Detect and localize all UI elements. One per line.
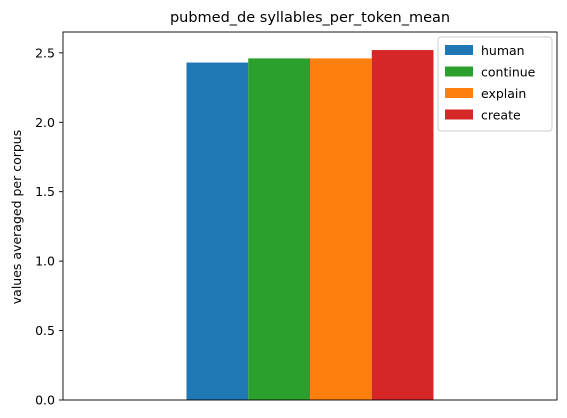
- y-tick-label: 1.5: [35, 184, 55, 199]
- legend-swatch-explain: [445, 88, 473, 98]
- y-tick-label: 1.0: [35, 254, 55, 269]
- plot-frame: [62, 31, 558, 401]
- legend-label-human: human: [481, 43, 525, 58]
- y-tick-label: 0.0: [35, 393, 55, 408]
- legend-label-continue: continue: [481, 65, 536, 80]
- bar-continue: [248, 58, 310, 400]
- legend-label-explain: explain: [481, 86, 526, 101]
- legend-swatch-create: [445, 109, 473, 120]
- legend-label-create: create: [481, 108, 521, 123]
- y-axis-ticks: 0.0 0.5 1.0 1.5 2.0 2.5: [35, 45, 63, 408]
- y-tick-label: 2.0: [35, 115, 55, 130]
- legend-swatch-continue: [445, 66, 473, 77]
- bar-explain: [310, 58, 372, 400]
- y-tick-label: 2.5: [35, 45, 55, 60]
- legend: human continue explain create: [437, 36, 553, 132]
- chart-title: pubmed_de syllables_per_token_mean: [170, 10, 450, 26]
- y-axis-label: values averaged per corpus: [9, 130, 24, 304]
- legend-swatch-human: [445, 45, 473, 55]
- bar-create: [371, 50, 434, 401]
- bar-human: [186, 62, 249, 401]
- y-tick-label: 0.5: [35, 323, 55, 338]
- bars-group: [186, 50, 434, 401]
- legend-box: [437, 36, 553, 132]
